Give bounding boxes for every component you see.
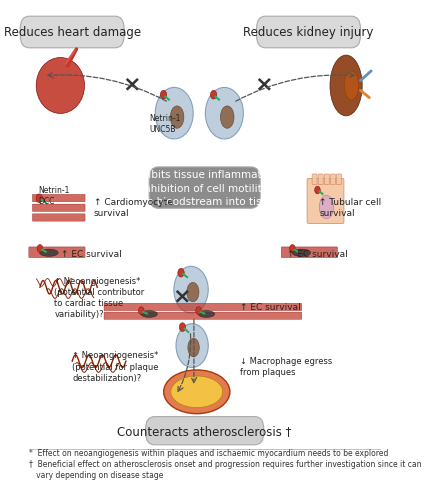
FancyBboxPatch shape	[104, 312, 302, 320]
Text: Reduces kidney injury: Reduces kidney injury	[243, 26, 374, 40]
Text: Counteracts atherosclerosis †: Counteracts atherosclerosis †	[117, 425, 292, 437]
Text: *  Effect on neoangiogenesis within plaques and ischaemic myocardium needs to be: * Effect on neoangiogenesis within plaqu…	[29, 448, 389, 458]
Text: ×: ×	[172, 286, 191, 306]
Text: ↑ Cardiomyocyte
survival: ↑ Cardiomyocyte survival	[94, 198, 172, 218]
Text: ↑ Neoangiogenesis*
(potential for plaque
destabilization)?: ↑ Neoangiogenesis* (potential for plaque…	[72, 351, 159, 382]
Text: ↑ EC survival: ↑ EC survival	[241, 303, 301, 311]
FancyBboxPatch shape	[324, 175, 329, 185]
Circle shape	[205, 88, 243, 140]
Text: ↓ Macrophage egress
from plaques: ↓ Macrophage egress from plaques	[241, 356, 333, 376]
Circle shape	[160, 91, 167, 100]
Circle shape	[37, 245, 43, 253]
FancyBboxPatch shape	[20, 17, 124, 49]
FancyBboxPatch shape	[104, 304, 302, 311]
Ellipse shape	[164, 370, 230, 414]
Text: Inhibits tissue inflammation
inhibition of cell motility
from bloodstream into t: Inhibits tissue inflammation inhibition …	[129, 170, 280, 206]
FancyBboxPatch shape	[318, 175, 323, 185]
Ellipse shape	[188, 339, 199, 357]
Text: Netrin-1
UNC5B: Netrin-1 UNC5B	[149, 114, 180, 134]
FancyBboxPatch shape	[312, 175, 317, 185]
Text: †  Beneficial effect on atherosclerosis onset and progression requires further i: † Beneficial effect on atherosclerosis o…	[29, 459, 422, 468]
Ellipse shape	[220, 107, 234, 129]
FancyBboxPatch shape	[33, 195, 85, 202]
Circle shape	[210, 91, 217, 100]
FancyBboxPatch shape	[146, 417, 264, 445]
Circle shape	[290, 245, 295, 253]
Ellipse shape	[187, 283, 199, 302]
Ellipse shape	[40, 249, 58, 257]
Ellipse shape	[170, 107, 184, 129]
Ellipse shape	[345, 72, 359, 101]
Text: Reduces heart damage: Reduces heart damage	[4, 26, 141, 40]
Circle shape	[179, 323, 186, 332]
Text: ↑ EC survival: ↑ EC survival	[62, 249, 122, 258]
FancyBboxPatch shape	[330, 175, 335, 185]
Text: ↑ Tubular cell
survival: ↑ Tubular cell survival	[319, 198, 381, 218]
Circle shape	[139, 307, 144, 315]
Circle shape	[178, 269, 184, 278]
FancyBboxPatch shape	[33, 214, 85, 222]
Text: ×: ×	[122, 74, 140, 94]
Circle shape	[174, 267, 208, 313]
Text: Netrin-1
DCC: Netrin-1 DCC	[38, 185, 70, 205]
FancyBboxPatch shape	[29, 247, 85, 258]
Circle shape	[315, 187, 320, 195]
Ellipse shape	[36, 59, 84, 114]
Ellipse shape	[292, 249, 311, 257]
Circle shape	[36, 195, 42, 203]
FancyBboxPatch shape	[33, 204, 85, 212]
Ellipse shape	[319, 196, 334, 219]
Text: ↑ Neoangiogenesis*
(potential contributor
to cardiac tissue
variability)?: ↑ Neoangiogenesis* (potential contributo…	[54, 276, 144, 319]
FancyBboxPatch shape	[149, 167, 260, 209]
Ellipse shape	[141, 311, 158, 318]
Ellipse shape	[198, 311, 215, 318]
Circle shape	[196, 307, 202, 315]
Ellipse shape	[330, 56, 362, 117]
FancyBboxPatch shape	[337, 175, 341, 185]
Circle shape	[155, 88, 193, 140]
Ellipse shape	[171, 376, 223, 408]
FancyBboxPatch shape	[257, 17, 360, 49]
FancyBboxPatch shape	[281, 247, 337, 258]
Circle shape	[176, 324, 208, 368]
Text: vary depending on disease stage: vary depending on disease stage	[29, 470, 164, 479]
FancyBboxPatch shape	[307, 179, 344, 224]
Text: ↑ EC survival: ↑ EC survival	[287, 249, 348, 258]
Text: ×: ×	[254, 74, 273, 94]
